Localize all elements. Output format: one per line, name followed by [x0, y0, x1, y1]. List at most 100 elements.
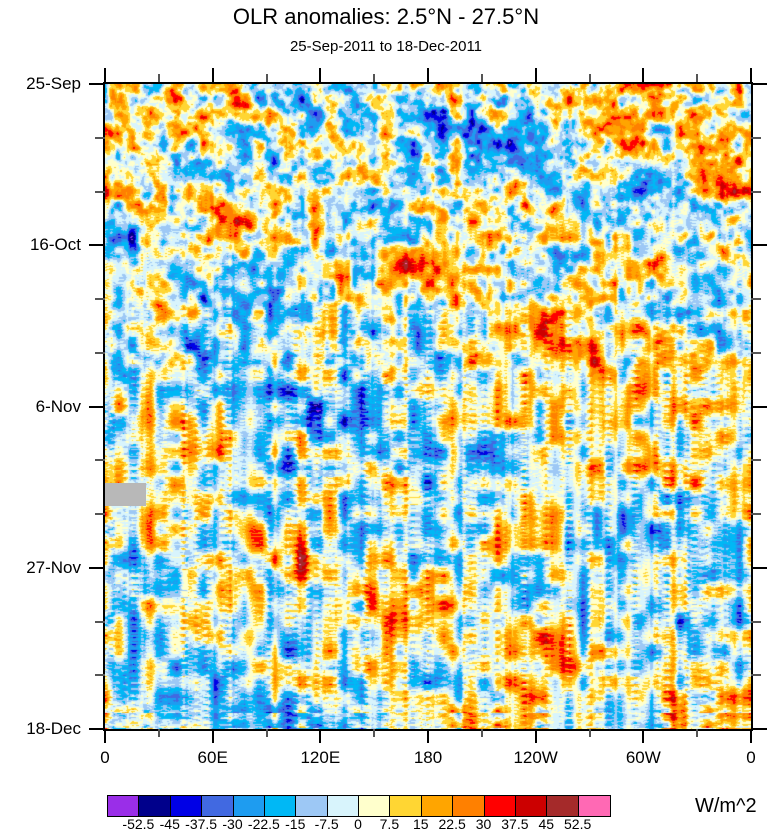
page-title: OLR anomalies: 2.5°N - 27.5°N	[232, 4, 540, 29]
y-tick-right-minor	[751, 190, 761, 193]
x-axis-label-1: 60E	[197, 748, 228, 767]
x-tick-top-minor	[157, 74, 160, 82]
x-axis-label-2: 120E	[300, 748, 341, 767]
y-tick-major	[89, 566, 105, 569]
y-tick-minor	[95, 513, 105, 515]
plot-area[interactable]	[103, 82, 753, 731]
y-tick-right-minor	[751, 298, 761, 300]
y-tick-minor	[95, 459, 105, 462]
colorbar-cell-orange[interactable]	[421, 796, 454, 816]
y-tick-major	[89, 83, 105, 85]
colorbar-cell-red[interactable]	[484, 796, 516, 816]
colorbar-tick-1: -45	[159, 816, 180, 832]
colorbar-cell-hot-pink[interactable]	[578, 796, 610, 816]
x-axis-label-3: 180	[413, 748, 443, 767]
chart-subtitle: 25-Sep-2011 to 18-Dec-2011	[289, 38, 483, 55]
y-tick-right-minor	[751, 136, 761, 139]
colorbar-tick-0: -52.5	[122, 816, 155, 832]
x-tick-top-minor	[696, 74, 699, 82]
colorbar-cell-dark-orange[interactable]	[453, 796, 485, 816]
y-tick-right-minor	[751, 513, 761, 515]
y-tick-right-minor	[751, 620, 761, 623]
y-tick-right-major	[751, 566, 767, 569]
x-tick-top-minor	[588, 74, 591, 82]
colorbar-cell-dodger-blue[interactable]	[233, 796, 265, 816]
missing-data-patch	[105, 483, 147, 507]
x-tick-major	[750, 729, 752, 743]
x-tick-top-major	[104, 68, 106, 82]
x-tick-minor	[373, 729, 376, 737]
x-tick-top-major	[750, 68, 752, 82]
x-axis-label-4: 120W	[513, 748, 558, 767]
colorbar-tick-14: 52.5	[564, 816, 592, 832]
colorbar-cell-cream[interactable]	[359, 796, 391, 816]
x-tick-major	[319, 729, 322, 743]
colorbar-cell-navy[interactable]	[139, 796, 171, 816]
colorbar-cell-pale-cyan[interactable]	[327, 796, 359, 816]
y-tick-minor	[95, 674, 105, 677]
colorbar-cell-deep-sky-blue[interactable]	[264, 796, 297, 816]
colorbar-tick-10: 22.5	[438, 816, 466, 832]
x-axis-label-5: 60W	[625, 748, 661, 767]
y-tick-minor	[95, 351, 105, 354]
x-tick-major	[427, 729, 429, 743]
x-tick-minor	[696, 729, 699, 737]
y-axis-label-4: 18-Dec	[26, 719, 81, 738]
x-tick-top-major	[642, 68, 645, 82]
x-tick-minor	[157, 729, 160, 737]
x-tick-top-major	[534, 68, 537, 82]
x-tick-major	[104, 729, 106, 743]
y-axis-label-3: 27-Nov	[26, 557, 81, 577]
y-tick-minor	[95, 298, 105, 300]
x-tick-top-minor	[265, 74, 268, 82]
x-tick-minor	[265, 729, 268, 737]
y-axis-label-1: 16-Oct	[29, 235, 81, 255]
colorbar-tick-11: 30	[475, 816, 492, 832]
y-tick-right-minor	[751, 351, 761, 354]
colorbar-tick-12: 37.5	[501, 816, 529, 832]
x-axis-label-0: 0	[100, 748, 110, 767]
x-tick-major	[534, 729, 537, 743]
x-tick-top-major	[319, 68, 322, 82]
colorbar-tick-3: -30	[222, 816, 243, 832]
colorbar-tick-13: 45	[538, 816, 555, 832]
colorbar-tick-6: -7.5	[314, 816, 339, 832]
y-tick-right-minor	[751, 459, 761, 462]
colorbar-tick-4: -22.5	[247, 816, 280, 832]
colorbar-tick-9: 15	[412, 816, 429, 832]
y-tick-major	[89, 728, 105, 730]
y-axis-label-0: 25-Sep	[26, 74, 81, 93]
colorbar[interactable]	[107, 795, 611, 817]
olr-anomaly-field	[105, 84, 751, 729]
x-tick-major	[642, 729, 645, 743]
y-tick-minor	[95, 190, 105, 193]
y-tick-right-major	[751, 244, 767, 247]
colorbar-cell-royal-blue[interactable]	[202, 796, 234, 816]
colorbar-cell-light-blue[interactable]	[296, 796, 328, 816]
colorbar-tick-2: -37.5	[185, 816, 218, 832]
x-tick-major	[211, 729, 214, 743]
x-tick-top-major	[427, 68, 429, 82]
colorbar-cell-firebrick[interactable]	[515, 796, 548, 816]
x-tick-top-minor	[373, 74, 376, 82]
colorbar-cell-blue[interactable]	[170, 796, 203, 816]
y-axis-label-2: 6-Nov	[35, 396, 81, 416]
y-tick-minor	[95, 136, 105, 139]
y-tick-right-major	[751, 728, 767, 730]
colorbar-cell-brown[interactable]	[547, 796, 579, 816]
y-tick-major	[89, 405, 105, 408]
y-tick-minor	[95, 620, 105, 623]
y-tick-right-minor	[751, 674, 761, 677]
colorbar-cell-purple[interactable]	[108, 796, 140, 816]
y-tick-right-major	[751, 405, 767, 408]
x-tick-minor	[480, 729, 483, 737]
x-tick-top-major	[211, 68, 214, 82]
colorbar-units-label: W/m^2	[695, 795, 757, 817]
colorbar-tick-7: 0	[354, 816, 362, 832]
y-tick-major	[89, 244, 105, 247]
x-axis-label-6: 0	[746, 748, 756, 767]
x-tick-top-minor	[480, 74, 483, 82]
x-tick-minor	[588, 729, 591, 737]
colorbar-cell-gold[interactable]	[390, 796, 422, 816]
